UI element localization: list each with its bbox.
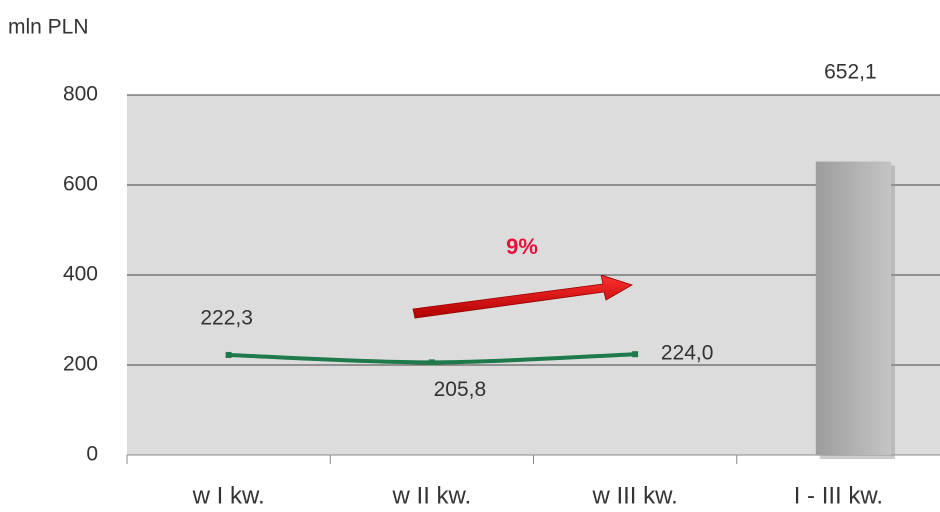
x-tick-label: w II kw.	[392, 482, 472, 509]
x-tick-label: w III kw.	[591, 482, 677, 509]
y-tick-label: 0	[86, 443, 98, 466]
y-axis-label: mln PLN	[8, 16, 89, 39]
data-label: 652,1	[824, 61, 877, 84]
point	[225, 351, 232, 358]
data-label: 224,0	[661, 342, 714, 365]
point	[428, 359, 435, 366]
trend-arrow	[412, 274, 633, 319]
y-tick-label: 800	[63, 83, 98, 106]
x-tick-label: w I kw.	[192, 482, 265, 509]
annotation: 9%	[506, 234, 538, 259]
bar	[815, 161, 891, 455]
data-label: 222,3	[200, 307, 253, 330]
point	[632, 351, 639, 358]
x-tick-label: I - III kw.	[794, 482, 883, 509]
y-tick-label: 600	[63, 173, 98, 196]
data-label: 205,8	[434, 378, 487, 401]
y-tick-label: 400	[63, 263, 98, 286]
y-tick-label: 200	[63, 353, 98, 376]
